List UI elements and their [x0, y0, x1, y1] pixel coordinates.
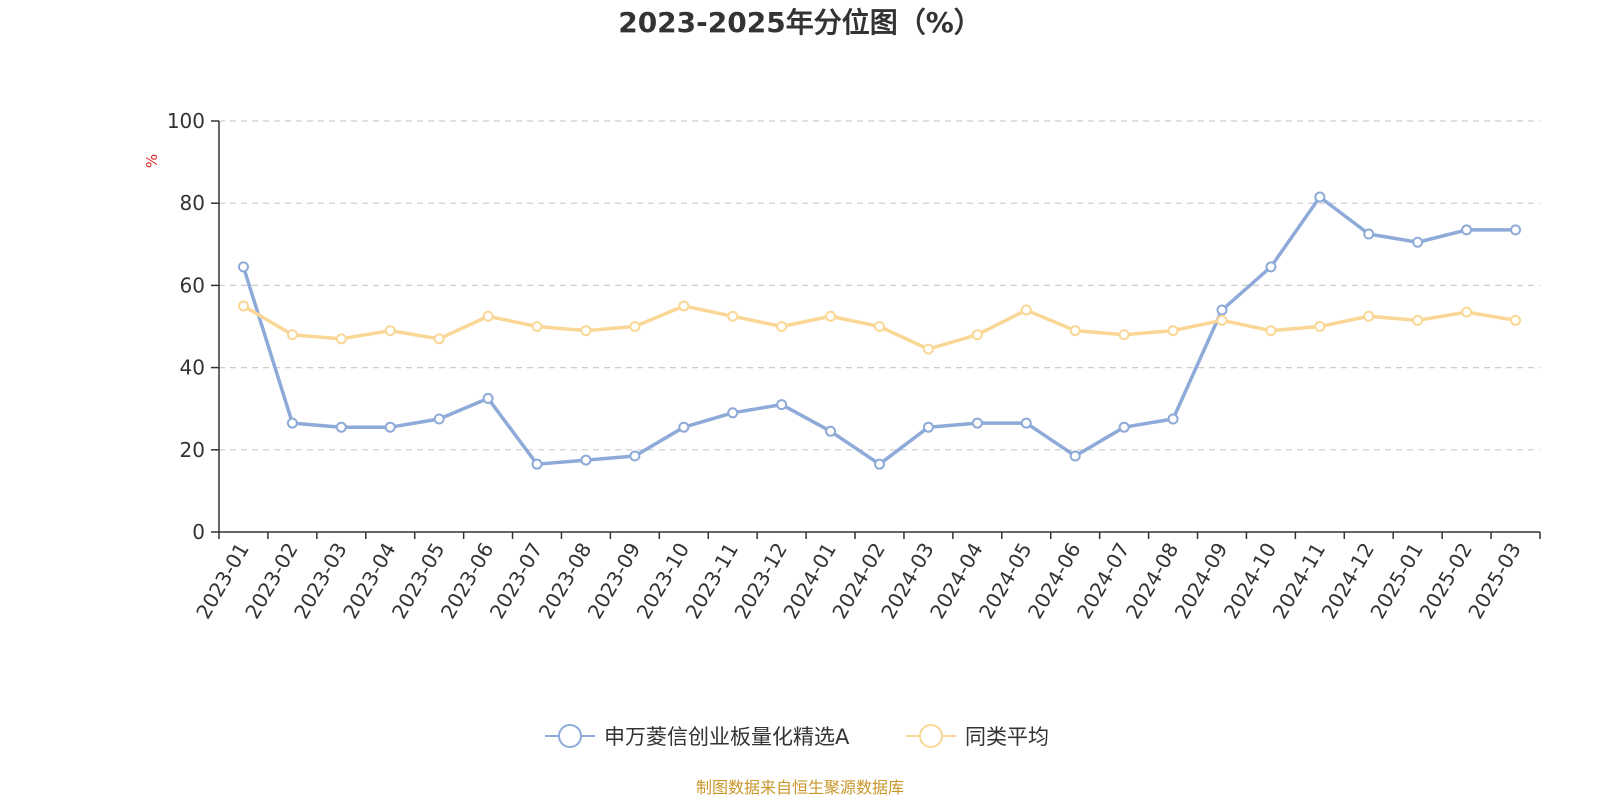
data-point: [1363, 228, 1375, 240]
data-point: [286, 417, 298, 429]
data-point: [237, 300, 249, 312]
data-point: [433, 333, 445, 345]
data-point: [1412, 236, 1424, 248]
data-point: [580, 454, 592, 466]
data-point: [1167, 325, 1179, 337]
data-point: [971, 417, 983, 429]
data-point: [1069, 325, 1081, 337]
data-point: [1216, 314, 1228, 326]
data-point: [1216, 304, 1228, 316]
y-tick-label: 60: [180, 273, 205, 297]
data-point: [1510, 224, 1522, 236]
data-point: [1020, 417, 1032, 429]
data-point: [629, 321, 641, 332]
legend-marker: [919, 724, 943, 748]
data-point: [1314, 321, 1326, 332]
data-point: [286, 329, 298, 341]
data-point: [825, 310, 837, 322]
data-point: [922, 421, 934, 433]
axes: 0204060801002023-012023-022023-032023-04…: [167, 109, 1541, 623]
data-point: [482, 310, 494, 322]
data-point: [531, 321, 543, 332]
y-tick-label: 20: [180, 438, 205, 462]
data-point: [237, 261, 249, 273]
data-point: [1020, 304, 1032, 316]
legend-label: 申万菱信创业板量化精选A: [604, 725, 850, 749]
data-point: [384, 325, 396, 337]
data-point: [1510, 314, 1522, 326]
data-point: [727, 407, 739, 419]
data-point: [922, 343, 934, 355]
data-point: [384, 421, 396, 433]
y-tick-label: 80: [180, 191, 205, 215]
data-point: [629, 450, 641, 462]
gridlines: [219, 120, 1540, 451]
legend-marker: [558, 724, 582, 748]
data-point: [678, 300, 690, 312]
data-point: [1118, 421, 1130, 433]
y-tick-label: 100: [167, 109, 205, 133]
data-point: [335, 421, 347, 433]
data-point: [1363, 310, 1375, 322]
y-tick-label: 40: [180, 356, 205, 380]
data-point: [335, 333, 347, 345]
data-point: [1265, 325, 1277, 337]
data-point: [678, 421, 690, 433]
series-lines: [237, 191, 1522, 470]
y-axis-unit-label: %: [143, 154, 161, 168]
data-point: [727, 310, 739, 322]
legend-item: 申万菱信创业板量化精选A: [545, 724, 850, 749]
data-point: [776, 399, 788, 411]
data-point: [825, 425, 837, 437]
data-point: [433, 413, 445, 425]
source-note: 制图数据来自恒生聚源数据库: [696, 778, 904, 797]
data-point: [776, 321, 788, 332]
data-point: [874, 458, 885, 470]
data-point: [1461, 224, 1473, 236]
data-point: [1265, 261, 1277, 273]
data-point: [1069, 450, 1081, 462]
data-point: [874, 321, 885, 332]
data-point: [1314, 191, 1326, 203]
y-tick-label: 0: [192, 520, 205, 544]
data-point: [1461, 306, 1473, 318]
data-point: [1412, 314, 1424, 326]
data-point: [971, 329, 983, 341]
chart-title: 2023-2025年分位图（%）: [618, 6, 982, 39]
series-1: [237, 300, 1522, 355]
series-0: [237, 191, 1522, 470]
data-point: [1167, 413, 1179, 425]
legend-item: 同类平均: [906, 724, 1049, 749]
legend-label: 同类平均: [965, 725, 1049, 749]
data-point: [580, 325, 592, 337]
legend: 申万菱信创业板量化精选A 同类平均: [545, 724, 1049, 749]
data-point: [531, 458, 543, 470]
data-point: [1118, 329, 1130, 341]
data-point: [482, 392, 494, 404]
